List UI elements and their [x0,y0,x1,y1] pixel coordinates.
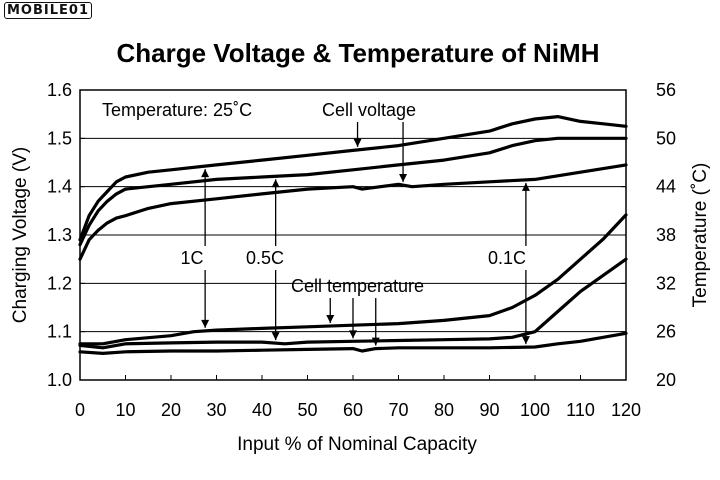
y-tick-label: 1.4 [47,177,72,197]
arrow-cell-voltage-2-head [399,174,408,183]
x-tick-label: 40 [252,400,272,420]
chart-title: Charge Voltage & Temperature of NiMH [117,38,600,68]
series-lines [78,114,628,355]
x-tick-label: 50 [297,400,317,420]
y-tick-label: 1.6 [47,80,72,100]
y-axis-label: Charging Voltage (V) [10,147,31,323]
y2-tick-label: 38 [656,225,676,245]
x-tick-label: 70 [388,400,408,420]
arrow-cell-temperature-1-head [326,315,335,324]
x-tick-label: 0 [75,400,85,420]
arrow-cell-temperature-3-head [371,337,380,346]
series-line-voltage-0-5c [78,136,628,247]
y-ticks: 1.0 1.1 1.2 1.3 1.4 1.5 1.6 [47,80,85,390]
x-tick-label: 100 [520,400,550,420]
x-tick-label: 20 [161,400,181,420]
y2-tick-label: 50 [656,128,676,148]
x-axis-label: Input % of Nominal Capacity [237,434,477,455]
y2-tick-label: 44 [656,177,676,197]
y-tick-label: 1.0 [47,370,72,390]
x-tick-label: 90 [479,400,499,420]
series-line-temperature-0-1c [78,331,628,355]
plot-frame [79,89,627,381]
annotation-temperature-condition: Temperature: 25˚C [102,100,252,120]
x-tick-label: 110 [566,400,595,420]
y-tick-label: 1.5 [47,128,72,148]
annotation-0-5c: 0.5C [246,248,284,268]
arrow-1c-voltage-head [201,169,210,178]
series-line-voltage-0-1c [78,163,628,261]
arrow-0-5c-voltage-head [271,179,280,188]
annotation-0-1c: 0.1C [488,248,526,268]
annotation-arrows [201,122,530,346]
arrow-0-1c-voltage-head [521,182,530,191]
y2-axis-label: Temperature (˚C) [690,163,711,308]
arrow-cell-voltage-1-head [353,138,362,147]
annotation-cell-temperature: Cell temperature [291,276,424,296]
arrow-cell-temperature-2-head [349,330,357,339]
x-tick-label: 10 [115,400,135,420]
watermark-logo: MOBILE01 [4,2,92,19]
y2-tick-label: 26 [656,322,676,342]
arrow-0-1c-temperature-head [521,336,530,345]
annotation-1c: 1C [180,248,203,268]
y2-tick-label: 56 [656,80,676,100]
y-tick-label: 1.3 [47,225,72,245]
series-line-voltage-1c [78,114,628,242]
y2-tick-label: 20 [656,370,676,390]
x-tick-label: 120 [611,400,641,420]
x-tick-label: 30 [206,400,226,420]
x-tick-label: 80 [434,400,454,420]
x-tick-label: 60 [343,400,363,420]
x-ticks: 0 10 20 30 40 50 60 70 80 90 100 110 120 [75,375,641,420]
y2-tick-label: 32 [656,273,676,293]
y-tick-label: 1.1 [47,322,72,342]
y-tick-label: 1.2 [47,273,72,293]
arrow-1c-temperature-head [201,319,210,328]
annotation-cell-voltage: Cell voltage [322,100,416,120]
y2-ticks: 20 26 32 38 44 50 56 [621,80,676,390]
arrow-0-5c-temperature-head [271,332,280,341]
